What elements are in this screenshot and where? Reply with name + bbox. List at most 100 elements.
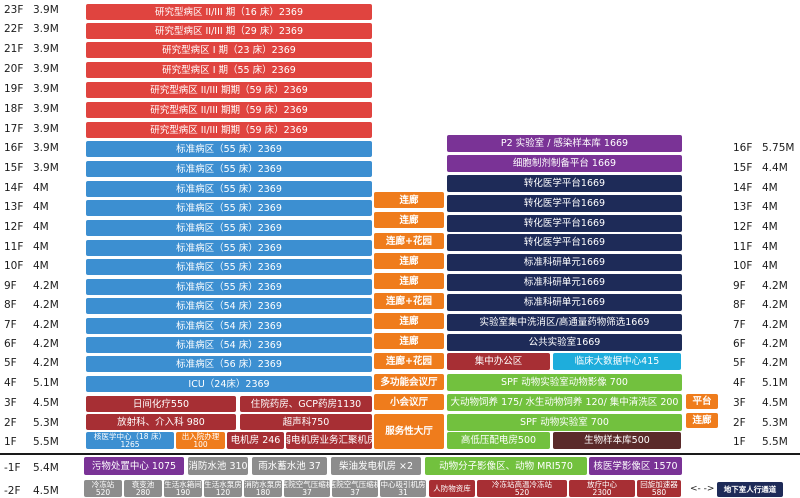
program-block-label: 标准病区（55 床）2369	[176, 163, 282, 175]
left-floor-label: 1F	[4, 436, 17, 448]
program-block: 标准病区（55 床）2369	[86, 181, 372, 197]
program-block-label: 弱电机房业务汇聚机房	[286, 435, 372, 446]
program-block: 核医学中心（18 床） 1265	[86, 432, 174, 449]
program-block: 研究型病区 II/III 期（16 床）2369	[86, 4, 372, 20]
program-block-label: 连廊	[399, 255, 419, 267]
program-block-label: 标准病区（55 床）2369	[176, 202, 282, 214]
program-block: 标准病区（55 床）2369	[86, 161, 372, 177]
right-floor-label: 8F	[733, 299, 746, 311]
left-floor-label: 9F	[4, 280, 17, 292]
program-block: ICU（24床）2369	[86, 376, 372, 392]
left-floor-height: 3.9M	[33, 103, 59, 115]
program-block-label: 高低压配电房500	[460, 435, 537, 446]
program-block: 弱电机房业务汇聚机房	[286, 432, 372, 449]
program-block-label: 连廊+花园	[386, 235, 432, 247]
program-block: 标准病区（56 床）2369	[86, 356, 372, 372]
program-block-label: ICU（24床）2369	[188, 378, 270, 390]
right-floor-label: 12F	[733, 221, 753, 233]
program-block-label: 标准病区（54 床）2369	[176, 320, 282, 332]
right-floor-height: 5.1M	[762, 377, 788, 389]
program-block: 冷冻站 520	[84, 480, 122, 497]
program-block: 细胞制剂制备平台 1669	[447, 155, 682, 172]
program-block: 中心吸引机房 31	[380, 480, 426, 497]
program-block-label: 研究型病区 II/III 期期（59 床）2369	[150, 104, 308, 116]
program-block: 连廊	[374, 253, 444, 269]
program-block: 生物样本库500	[553, 432, 681, 449]
program-block: 小会议厅	[374, 394, 444, 410]
program-block-label: 出入院办理	[181, 432, 220, 441]
left-floor-height: 3.9M	[33, 162, 59, 174]
program-block: 放射科、介入科 980	[86, 414, 236, 430]
program-block: 连廊	[374, 313, 444, 329]
program-block: 临床大数据中心415	[553, 353, 681, 370]
program-block-label: 连廊	[399, 214, 419, 226]
right-floor-height: 4.2M	[762, 319, 788, 331]
left-floor-label: 16F	[4, 142, 24, 154]
program-block: 冷冻站高温冷冻站 520	[477, 480, 567, 497]
left-floor-height: 4M	[33, 260, 49, 272]
left-floor-height: 3.9M	[33, 83, 59, 95]
program-block: 转化医学平台1669	[447, 175, 682, 192]
left-floor-height: 3.9M	[33, 63, 59, 75]
program-block-label: 小会议厅	[389, 396, 428, 408]
program-block-label: SPF 动物实验室动物影像 700	[501, 377, 628, 388]
program-block-label: 520	[514, 487, 530, 497]
program-block-label: 标准病区（54 床）2369	[176, 300, 282, 312]
program-block-label: 连廊	[399, 275, 419, 287]
program-block: 连廊	[374, 192, 444, 208]
right-floor-label: 13F	[733, 201, 753, 213]
program-block-label: 120	[215, 487, 231, 497]
passage-arrow: <- ->	[690, 484, 715, 494]
program-block: 转化医学平台1669	[447, 195, 682, 212]
program-block-label: 冷冻站	[91, 480, 115, 489]
left-floor-height: 4M	[33, 221, 49, 233]
program-block-label: 柴油发电机房 ×2	[338, 460, 414, 472]
program-block-label: 标准病区（55 床）2369	[176, 261, 282, 273]
program-block-label: 公共实验室1669	[528, 337, 601, 348]
program-block-label: 标准科研单元1669	[523, 257, 606, 268]
program-block-label: 人防物资库	[433, 483, 471, 493]
program-block: 消防水泵房 180	[244, 480, 282, 497]
left-floor-label: 17F	[4, 123, 24, 135]
program-block: 连廊	[686, 413, 718, 428]
program-block: 污物处置中心 1075	[84, 457, 184, 475]
ground-level-separator	[0, 453, 800, 455]
program-block: SPF 动物实验室动物影像 700	[447, 374, 682, 391]
program-block-label: 标准病区（55 床）2369	[176, 143, 282, 155]
program-block: 连廊	[374, 273, 444, 289]
left-floor-height: 3.9M	[33, 142, 59, 154]
program-block: 连廊+花园	[374, 293, 444, 309]
program-block-label: 180	[255, 487, 271, 497]
left-floor-height: 3.9M	[33, 43, 59, 55]
program-block: 服务性大厅	[374, 414, 444, 449]
program-block: 连廊+花园	[374, 233, 444, 249]
program-block-label: 生物样本库500	[584, 435, 650, 446]
program-block: 人防物资库	[429, 480, 475, 497]
left-floor-label: 20F	[4, 63, 24, 75]
program-block: P2 实验室 / 感染样本库 1669	[447, 135, 682, 152]
left-floor-label: 14F	[4, 182, 24, 194]
program-block-label: 衰变池	[131, 480, 155, 489]
program-block-label: 连廊	[399, 194, 419, 206]
program-block-label: 研究型病区 I 期（55 床）2369	[162, 64, 296, 76]
right-floor-label: 4F	[733, 377, 746, 389]
right-floor-label: 7F	[733, 319, 746, 331]
left-floor-height: 4.2M	[33, 319, 59, 331]
left-floor-label: 21F	[4, 43, 24, 55]
right-floor-label: 10F	[733, 260, 753, 272]
right-floor-height: 4.2M	[762, 280, 788, 292]
program-block: 标准科研单元1669	[447, 254, 682, 271]
program-block-label: 580	[651, 487, 667, 497]
program-block-label: 放疗中心	[587, 480, 617, 489]
program-block: 标准科研单元1669	[447, 274, 682, 291]
program-block: 标准科研单元1669	[447, 294, 682, 311]
left-floor-label: 5F	[4, 357, 17, 369]
program-block-label: 标准病区（54 床）2369	[176, 339, 282, 351]
left-floor-height: 4.2M	[33, 299, 59, 311]
right-floor-height: 4M	[762, 260, 778, 272]
left-floor-label: 2F	[4, 417, 17, 429]
right-floor-label: 3F	[733, 397, 746, 409]
left-floor-label: 22F	[4, 23, 24, 35]
program-block-label: 平台	[692, 396, 712, 407]
